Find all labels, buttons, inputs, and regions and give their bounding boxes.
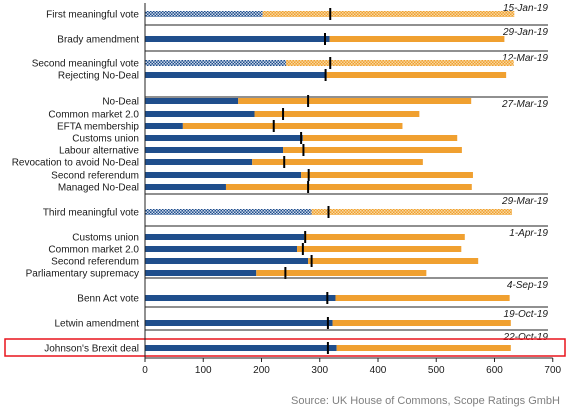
bar-label: Third meaningful vote xyxy=(43,208,140,219)
bar-segment-second xyxy=(336,345,511,351)
bar-segment-first xyxy=(145,270,257,276)
bar-segment-first xyxy=(145,345,337,351)
source-note: Source: UK House of Commons, Scope Ratin… xyxy=(291,395,560,407)
bar-label: Managed No-Deal xyxy=(58,183,139,194)
bar-segment-first xyxy=(145,234,305,240)
group-date: 27-Mar-19 xyxy=(501,99,548,110)
bar-segment-second xyxy=(329,36,505,42)
bar-segment-second xyxy=(285,60,514,66)
bar-segment-first xyxy=(145,111,255,117)
bar-segment-first xyxy=(145,172,302,178)
bar-segment-first xyxy=(145,258,309,264)
bar-segment-first xyxy=(145,295,336,301)
group-date: 4-Sep-19 xyxy=(507,280,549,291)
bar-segment-first xyxy=(145,123,183,129)
x-tick-label: 200 xyxy=(253,365,270,376)
group-date: 12-Mar-19 xyxy=(502,53,548,64)
bar-segment-second xyxy=(262,11,515,17)
bar-label: No-Deal xyxy=(102,97,139,108)
x-tick-label: 400 xyxy=(370,365,387,376)
bar-segment-second xyxy=(311,209,512,215)
bar-label: Common market 2.0 xyxy=(48,245,139,256)
bar-label: Revocation to avoid No-Deal xyxy=(12,158,139,169)
highlight-box xyxy=(4,338,566,357)
bar-segment-second xyxy=(283,147,462,153)
x-tick-label: 600 xyxy=(486,365,503,376)
bar-label: Customs union xyxy=(72,134,139,145)
group-date: 1-Apr-19 xyxy=(509,228,548,239)
bar-label: Common market 2.0 xyxy=(48,110,139,121)
bar-label: Customs union xyxy=(72,233,139,244)
bar-label: Second referendum xyxy=(51,171,139,182)
bar-segment-second xyxy=(335,295,510,301)
bar-segment-first xyxy=(145,159,253,165)
x-tick-label: 100 xyxy=(195,365,212,376)
bar-label: Johnson's Brexit deal xyxy=(44,344,139,355)
bar-label: Rejecting No-Deal xyxy=(58,71,139,82)
bar-segment-second xyxy=(297,246,462,252)
x-tick-label: 300 xyxy=(311,365,328,376)
group-date: 29-Jan-19 xyxy=(502,27,548,38)
bar-segment-first xyxy=(145,209,312,215)
bar-segment-second xyxy=(256,270,427,276)
bar-segment-second xyxy=(326,72,507,78)
bar-segment-second xyxy=(302,135,458,141)
bar-segment-first xyxy=(145,320,333,326)
bar-segment-second xyxy=(238,98,472,104)
group-date: 22-Oct-19 xyxy=(503,332,549,343)
bar-segment-second xyxy=(304,234,465,240)
bar-segment-second xyxy=(254,111,420,117)
bar-segment-first xyxy=(145,60,286,66)
bar-segment-second xyxy=(301,172,473,178)
x-tick-label: 500 xyxy=(428,365,445,376)
group-date: 15-Jan-19 xyxy=(503,3,548,14)
plot-area: 15-Jan-19 First meaningful vote 29-Jan-19 B… xyxy=(4,3,566,357)
bar-label: Brady amendment xyxy=(57,35,139,46)
x-axis: 0 100 200 300 400 500 600 700 xyxy=(142,3,562,376)
bar-label: Second referendum xyxy=(51,257,139,268)
bar-segment-first xyxy=(145,36,330,42)
bar-segment-first xyxy=(145,135,303,141)
bar-label: Second meaningful vote xyxy=(32,59,140,70)
bar-segment-first xyxy=(145,98,239,104)
bar-segment-first xyxy=(145,72,327,78)
bar-segment-second xyxy=(252,159,423,165)
bar-segment-first xyxy=(145,246,298,252)
bar-segment-second xyxy=(225,184,472,190)
bar-segment-second xyxy=(182,123,403,129)
bar-segment-first xyxy=(145,184,226,190)
bar-label: First meaningful vote xyxy=(46,10,139,21)
group-date: 29-Mar-19 xyxy=(501,196,548,207)
bar-label: EFTA membership xyxy=(57,122,139,133)
bar-label: Parliamentary supremacy xyxy=(26,269,139,280)
bar-segment-first xyxy=(145,147,284,153)
bar-segment-second xyxy=(332,320,511,326)
group-date: 19-Oct-19 xyxy=(504,309,549,320)
x-tick-label: 700 xyxy=(544,365,561,376)
bar-label: Benn Act vote xyxy=(77,294,139,305)
x-tick-label: 0 xyxy=(142,365,148,376)
bar-segment-first xyxy=(145,11,263,17)
bar-label: Labour alternative xyxy=(59,146,139,157)
bar-label: Letwin amendment xyxy=(55,319,140,330)
bar-segment-second xyxy=(308,258,479,264)
